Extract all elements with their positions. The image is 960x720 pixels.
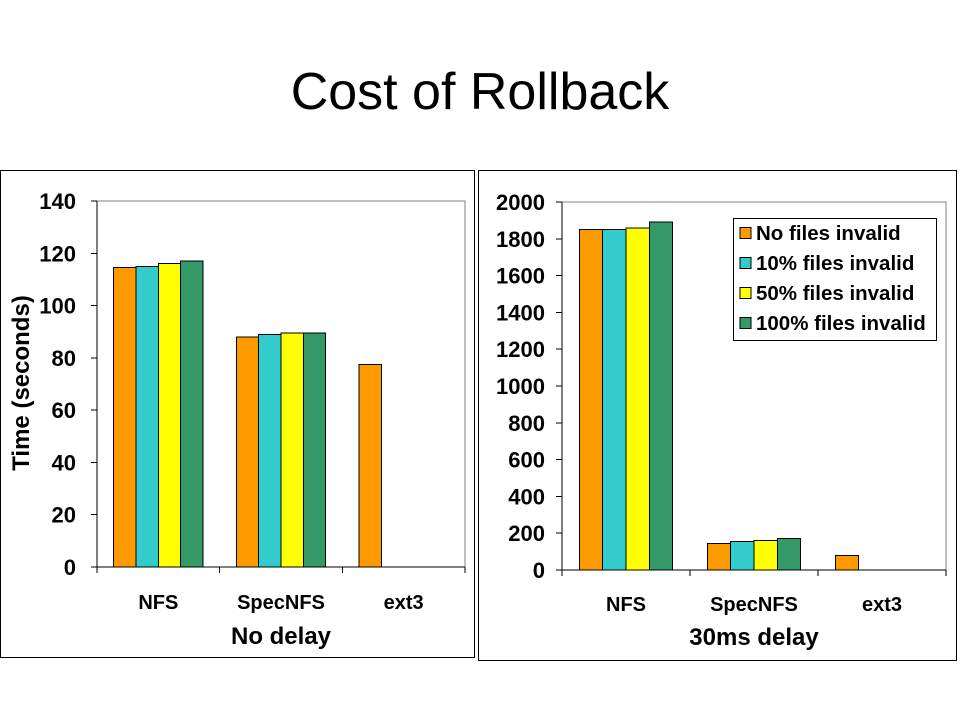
legend-item-50-files-invalid: 50% files invalid	[739, 282, 914, 305]
bar-specnfs-series-1	[706, 542, 732, 571]
bar-nfs-series-4	[648, 221, 674, 571]
y-tick-label: 0	[64, 555, 76, 580]
x-category-label-ext3: ext3	[384, 592, 424, 614]
y-tick-label: 40	[52, 450, 76, 475]
bar-specnfs-series-3	[280, 332, 304, 568]
y-tick-label: 120	[39, 241, 76, 266]
legend-swatch	[739, 317, 752, 329]
y-tick-label: 60	[52, 398, 76, 423]
bar-nfs-series-1	[578, 229, 604, 571]
y-tick-label: 600	[508, 448, 545, 473]
bar-nfs-series-4	[180, 260, 204, 568]
y-tick-label: 1200	[496, 337, 545, 362]
legend-label: 10% files invalid	[756, 252, 914, 275]
bar-nfs-series-3	[157, 263, 182, 568]
y-tick-label: 1400	[496, 300, 545, 325]
legend-label: No files invalid	[756, 222, 901, 245]
x-category-label-ext3: ext3	[862, 594, 902, 616]
y-tick-label: 80	[52, 346, 76, 371]
bar-nfs-series-2	[135, 265, 159, 568]
legend-swatch	[739, 227, 752, 239]
bar-specnfs-series-4	[302, 332, 327, 568]
x-category-label-specnfs: SpecNFS	[237, 592, 325, 614]
left-chart: 0 20 40 60 80 100 120 140 NFS SpecNFS ext3 No delay…	[0, 170, 475, 658]
bar-nfs-series-1	[113, 267, 137, 568]
bar-specnfs-series-3	[753, 540, 778, 571]
bar-specnfs-series-2	[730, 540, 755, 571]
y-tick-label: 400	[508, 484, 545, 509]
y-tick-label: 140	[39, 189, 76, 214]
bar-nfs-series-2	[602, 229, 627, 571]
y-tick-label: 1800	[496, 227, 545, 252]
y-axis-title: Time (seconds)	[8, 295, 35, 471]
bars	[578, 221, 860, 571]
x-axis-title: No delay	[231, 623, 332, 650]
legend: No files invalid 10% files invalid 50% fil…	[733, 218, 937, 341]
legend-item-10-files-invalid: 10% files invalid	[739, 252, 914, 275]
bar-nfs-series-3	[625, 227, 650, 571]
legend-item-no-files-invalid: No files invalid	[739, 222, 901, 245]
slide-title: Cost of Rollback	[291, 63, 671, 121]
y-tick-label: 1600	[496, 264, 545, 289]
x-category-label-nfs: NFS	[138, 592, 178, 614]
legend-label: 100% files invalid	[756, 312, 926, 335]
right-chart: 0 200 400 600 800 1000 1200 1400 1600 1800 2000 NFS…	[478, 170, 957, 661]
bar-ext3-series-1	[358, 363, 382, 568]
bar-ext3-series-1	[834, 554, 860, 571]
x-category-label-specnfs: SpecNFS	[710, 594, 798, 616]
y-tick-label: 200	[508, 521, 545, 546]
y-tick-label: 20	[52, 503, 76, 528]
bars	[113, 260, 382, 568]
legend-item-100-files-invalid: 100% files invalid	[739, 312, 926, 335]
y-tick-label: 100	[39, 294, 76, 319]
y-tick-label: 2000	[496, 190, 545, 215]
y-tick-label: 800	[508, 411, 545, 436]
y-tick-label: 0	[533, 558, 545, 583]
bar-specnfs-series-1	[235, 336, 260, 568]
y-tick-label: 1000	[496, 374, 545, 399]
bar-specnfs-series-2	[258, 333, 282, 568]
legend-swatch	[739, 257, 752, 269]
bar-specnfs-series-4	[776, 538, 802, 571]
x-category-label-nfs: NFS	[606, 594, 646, 616]
legend-label: 50% files invalid	[756, 282, 914, 305]
legend-box	[733, 218, 937, 341]
legend-swatch	[739, 287, 752, 299]
x-axis-title: 30ms delay	[689, 624, 819, 651]
